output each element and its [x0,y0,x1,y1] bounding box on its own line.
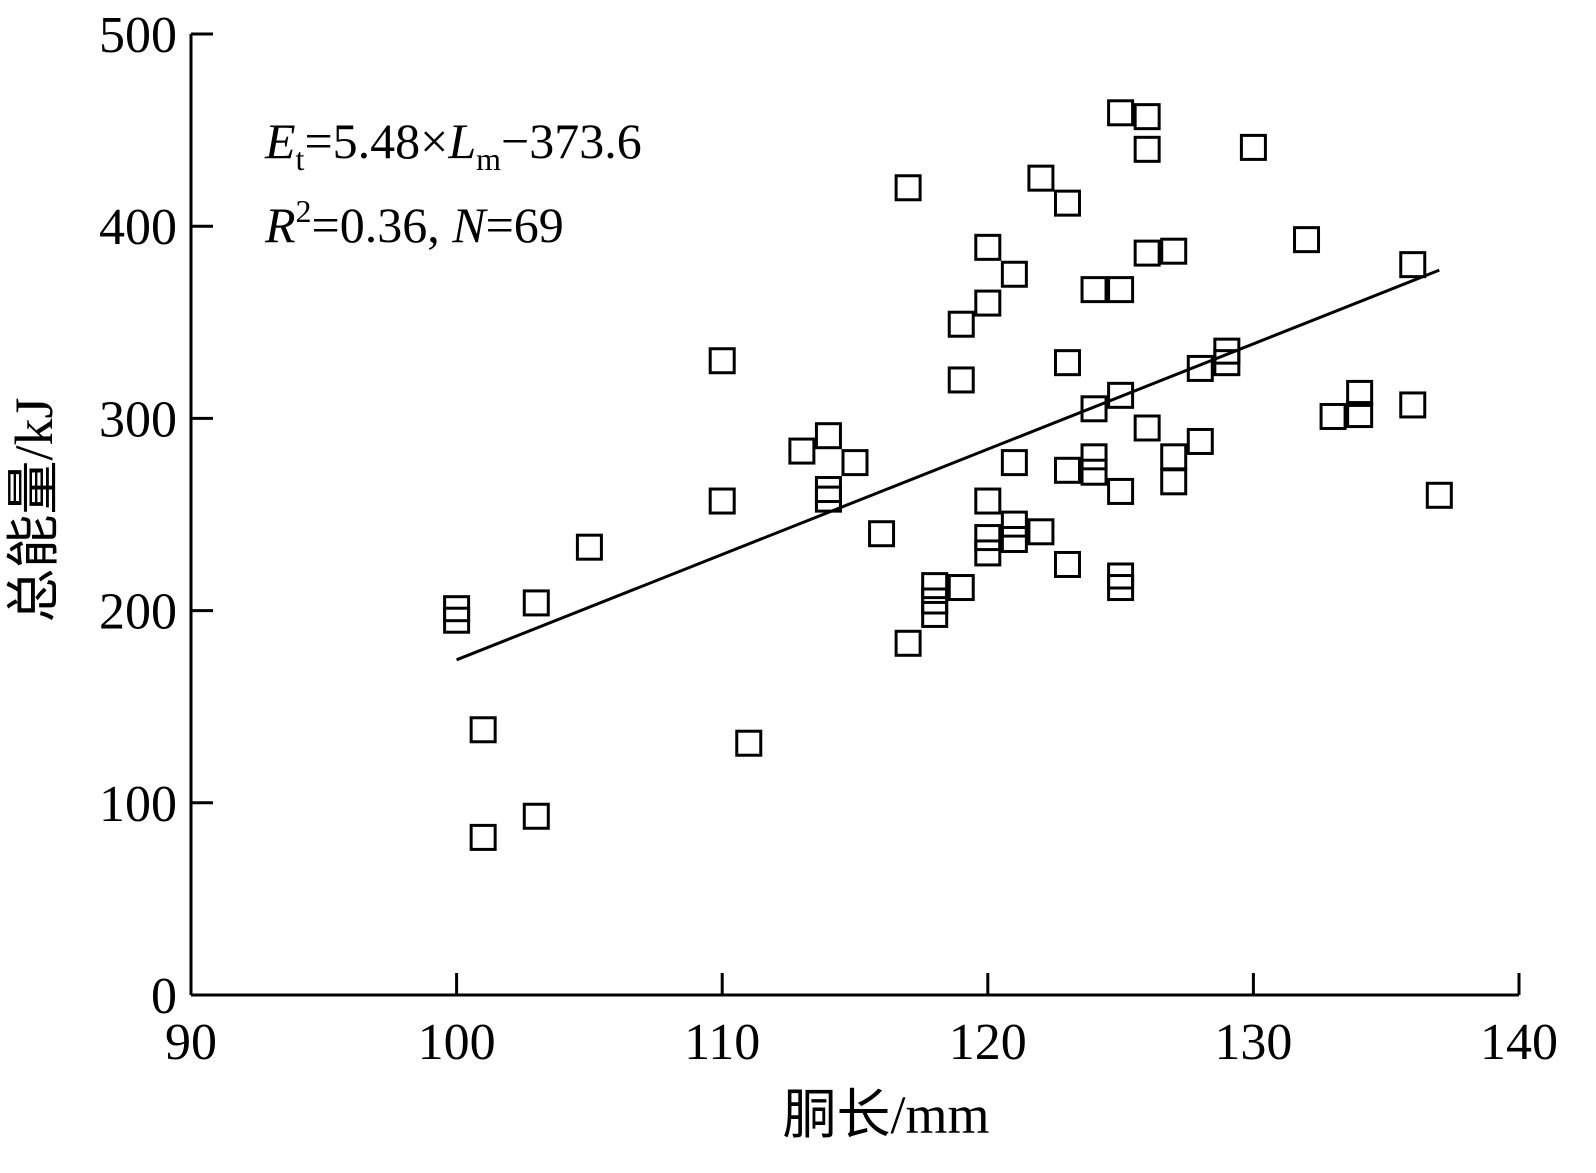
data-point [1133,103,1161,131]
data-point [1053,550,1081,578]
data-point [1160,468,1188,496]
x-tick-label: 90 [165,1014,217,1071]
data-point [1000,449,1028,477]
data-point [469,716,497,744]
data-point [708,347,736,375]
data-point [1186,427,1214,455]
data-point [1293,226,1321,254]
y-tick-label: 500 [99,7,177,64]
y-tick-label: 300 [99,391,177,448]
data-point [894,174,922,202]
data-point [974,524,1002,552]
data-point [1399,391,1427,419]
data-point [1399,251,1427,279]
y-tick-label: 100 [99,776,177,833]
x-axis-title: 胴长/mm [782,1085,989,1145]
data-point [974,289,1002,317]
data-point [1027,164,1055,192]
data-point [1053,349,1081,377]
data-point [1160,443,1188,471]
data-point [708,487,736,515]
data-point [1080,443,1108,471]
data-point [1239,133,1267,161]
data-point [1080,276,1108,304]
data-point [735,729,763,757]
regression-line [456,268,1440,662]
data-point [1107,477,1135,505]
data-point [1160,237,1188,265]
x-tick-label: 110 [684,1014,760,1071]
data-point [868,520,896,548]
data-point [974,487,1002,515]
data-point [1107,99,1135,127]
axes [189,34,1519,997]
x-ticks: 90 100 110 120 130 140 [165,973,1558,1071]
data-point [1000,260,1028,288]
data-point [522,802,550,830]
data-point [1213,349,1241,377]
data-point [1133,135,1161,163]
data-point [1425,481,1453,509]
data-point [443,606,471,634]
x-tick-label: 130 [1214,1014,1292,1071]
data-point [921,572,949,600]
data-point [1133,414,1161,442]
data-point [814,422,842,450]
data-point [947,366,975,394]
data-point [974,233,1002,261]
data-point [1053,456,1081,484]
data-point [469,823,497,851]
data-point [1319,402,1347,430]
y-tick-label: 0 [151,968,177,1025]
data-points [443,99,1453,851]
data-point [1107,276,1135,304]
data-point [1000,510,1028,538]
data-point [841,449,869,477]
x-tick-label: 140 [1480,1014,1558,1071]
data-point [1107,381,1135,409]
data-point [921,600,949,628]
data-point [1346,379,1374,407]
data-point [1027,518,1055,546]
data-point [947,310,975,338]
data-point [788,437,816,465]
data-point [1080,395,1108,423]
regression-equation: Et=5.48×Lm−373.6 [264,113,642,177]
data-point [814,476,842,504]
y-tick-label: 400 [99,199,177,256]
y-ticks: 0 100 200 300 400 500 [99,7,213,1025]
regression-stats: R2=0.36, N=69 [264,193,564,253]
data-point [1346,401,1374,429]
data-point [1053,189,1081,217]
data-point [1080,458,1108,486]
x-tick-label: 100 [418,1014,496,1071]
data-point [575,533,603,561]
data-point [1000,525,1028,553]
data-point [1133,239,1161,267]
data-point [974,539,1002,567]
data-point [1107,574,1135,602]
data-point [894,629,922,657]
data-point [947,574,975,602]
y-axis-title: 总能量/kJ [4,397,64,622]
y-tick-label: 200 [99,584,177,641]
x-tick-label: 120 [949,1014,1027,1071]
data-point [522,589,550,617]
